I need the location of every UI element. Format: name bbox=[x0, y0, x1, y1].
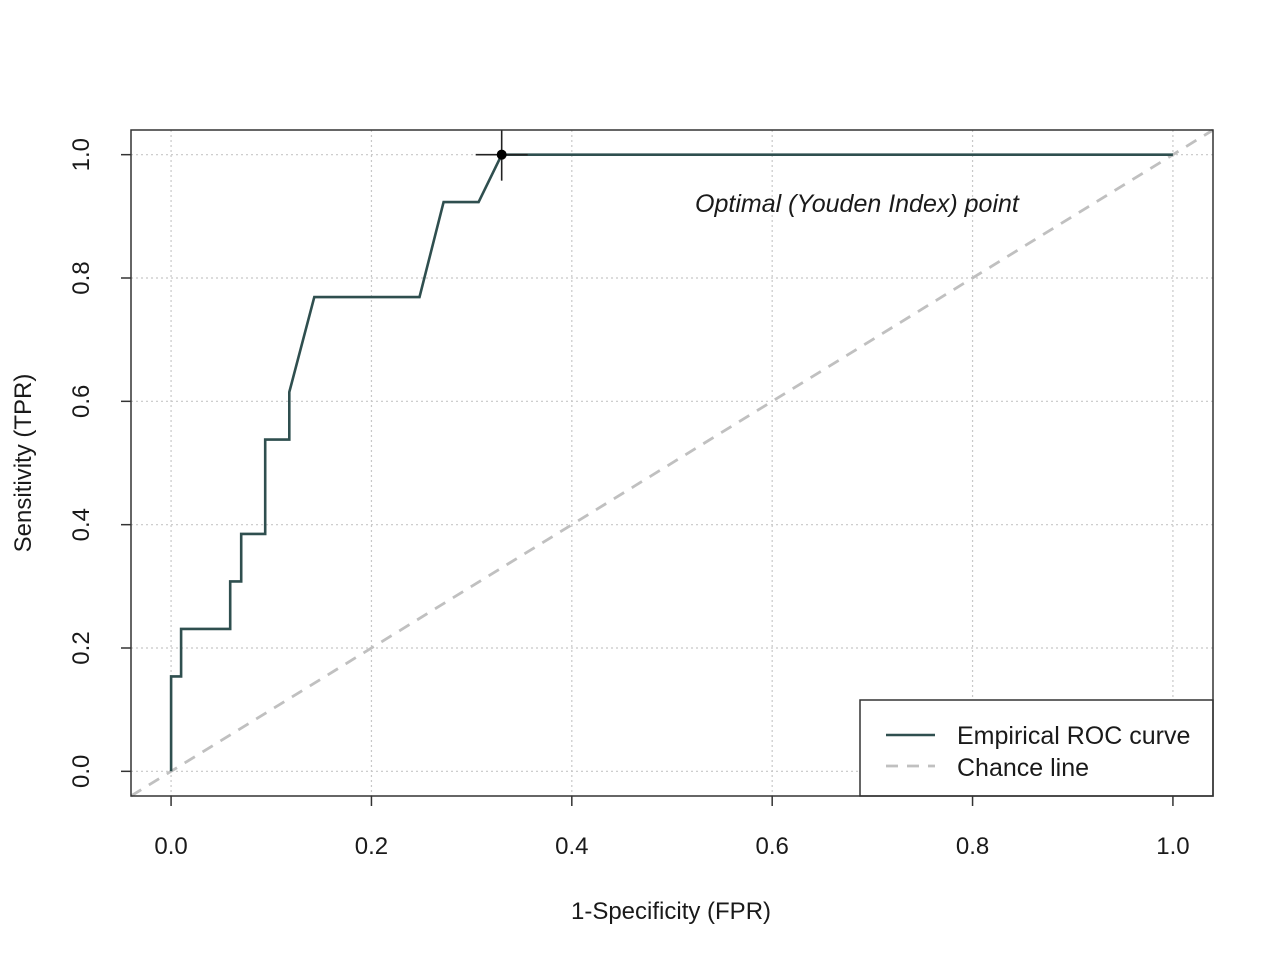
x-tick-label: 0.2 bbox=[355, 833, 388, 860]
x-tick-label: 0.0 bbox=[154, 833, 187, 860]
y-tick-label: 0.2 bbox=[68, 631, 95, 664]
optimal-point-marker bbox=[496, 149, 507, 160]
y-axis-label: Sensitivity (TPR) bbox=[10, 374, 37, 553]
x-tick-label: 0.4 bbox=[555, 833, 588, 860]
legend-box bbox=[859, 699, 1214, 797]
chance-line-layer bbox=[130, 128, 1214, 798]
legend-label-chance: Chance line bbox=[957, 754, 1089, 782]
y-tick-label: 0.8 bbox=[68, 261, 95, 294]
x-tick-label: 1.0 bbox=[1156, 833, 1189, 860]
y-axis-ticks: 0.0 0.2 0.4 0.6 0.8 1.0 bbox=[68, 138, 131, 788]
x-tick-label: 0.8 bbox=[956, 833, 989, 860]
legend-label-roc: Empirical ROC curve bbox=[957, 722, 1190, 750]
chance-line bbox=[130, 128, 1214, 798]
y-tick-label: 0.6 bbox=[68, 385, 95, 418]
legend: Empirical ROC curve Chance line bbox=[859, 699, 1214, 797]
y-tick-label: 0.4 bbox=[68, 508, 95, 541]
annotation-label: Optimal (Youden Index) point bbox=[695, 190, 1020, 218]
x-axis-ticks: 0.0 0.2 0.4 0.6 0.8 1.0 bbox=[154, 796, 1190, 860]
x-tick-label: 0.6 bbox=[755, 833, 788, 860]
x-axis-label: 1-Specificity (FPR) bbox=[571, 898, 771, 925]
roc-curve-layer bbox=[169, 153, 1173, 772]
roc-curve-line bbox=[169, 153, 1173, 772]
optimal-point-layer bbox=[475, 130, 528, 181]
y-tick-label: 1.0 bbox=[68, 138, 95, 171]
y-tick-label: 0.0 bbox=[68, 755, 95, 788]
plot-frame bbox=[130, 129, 1214, 797]
